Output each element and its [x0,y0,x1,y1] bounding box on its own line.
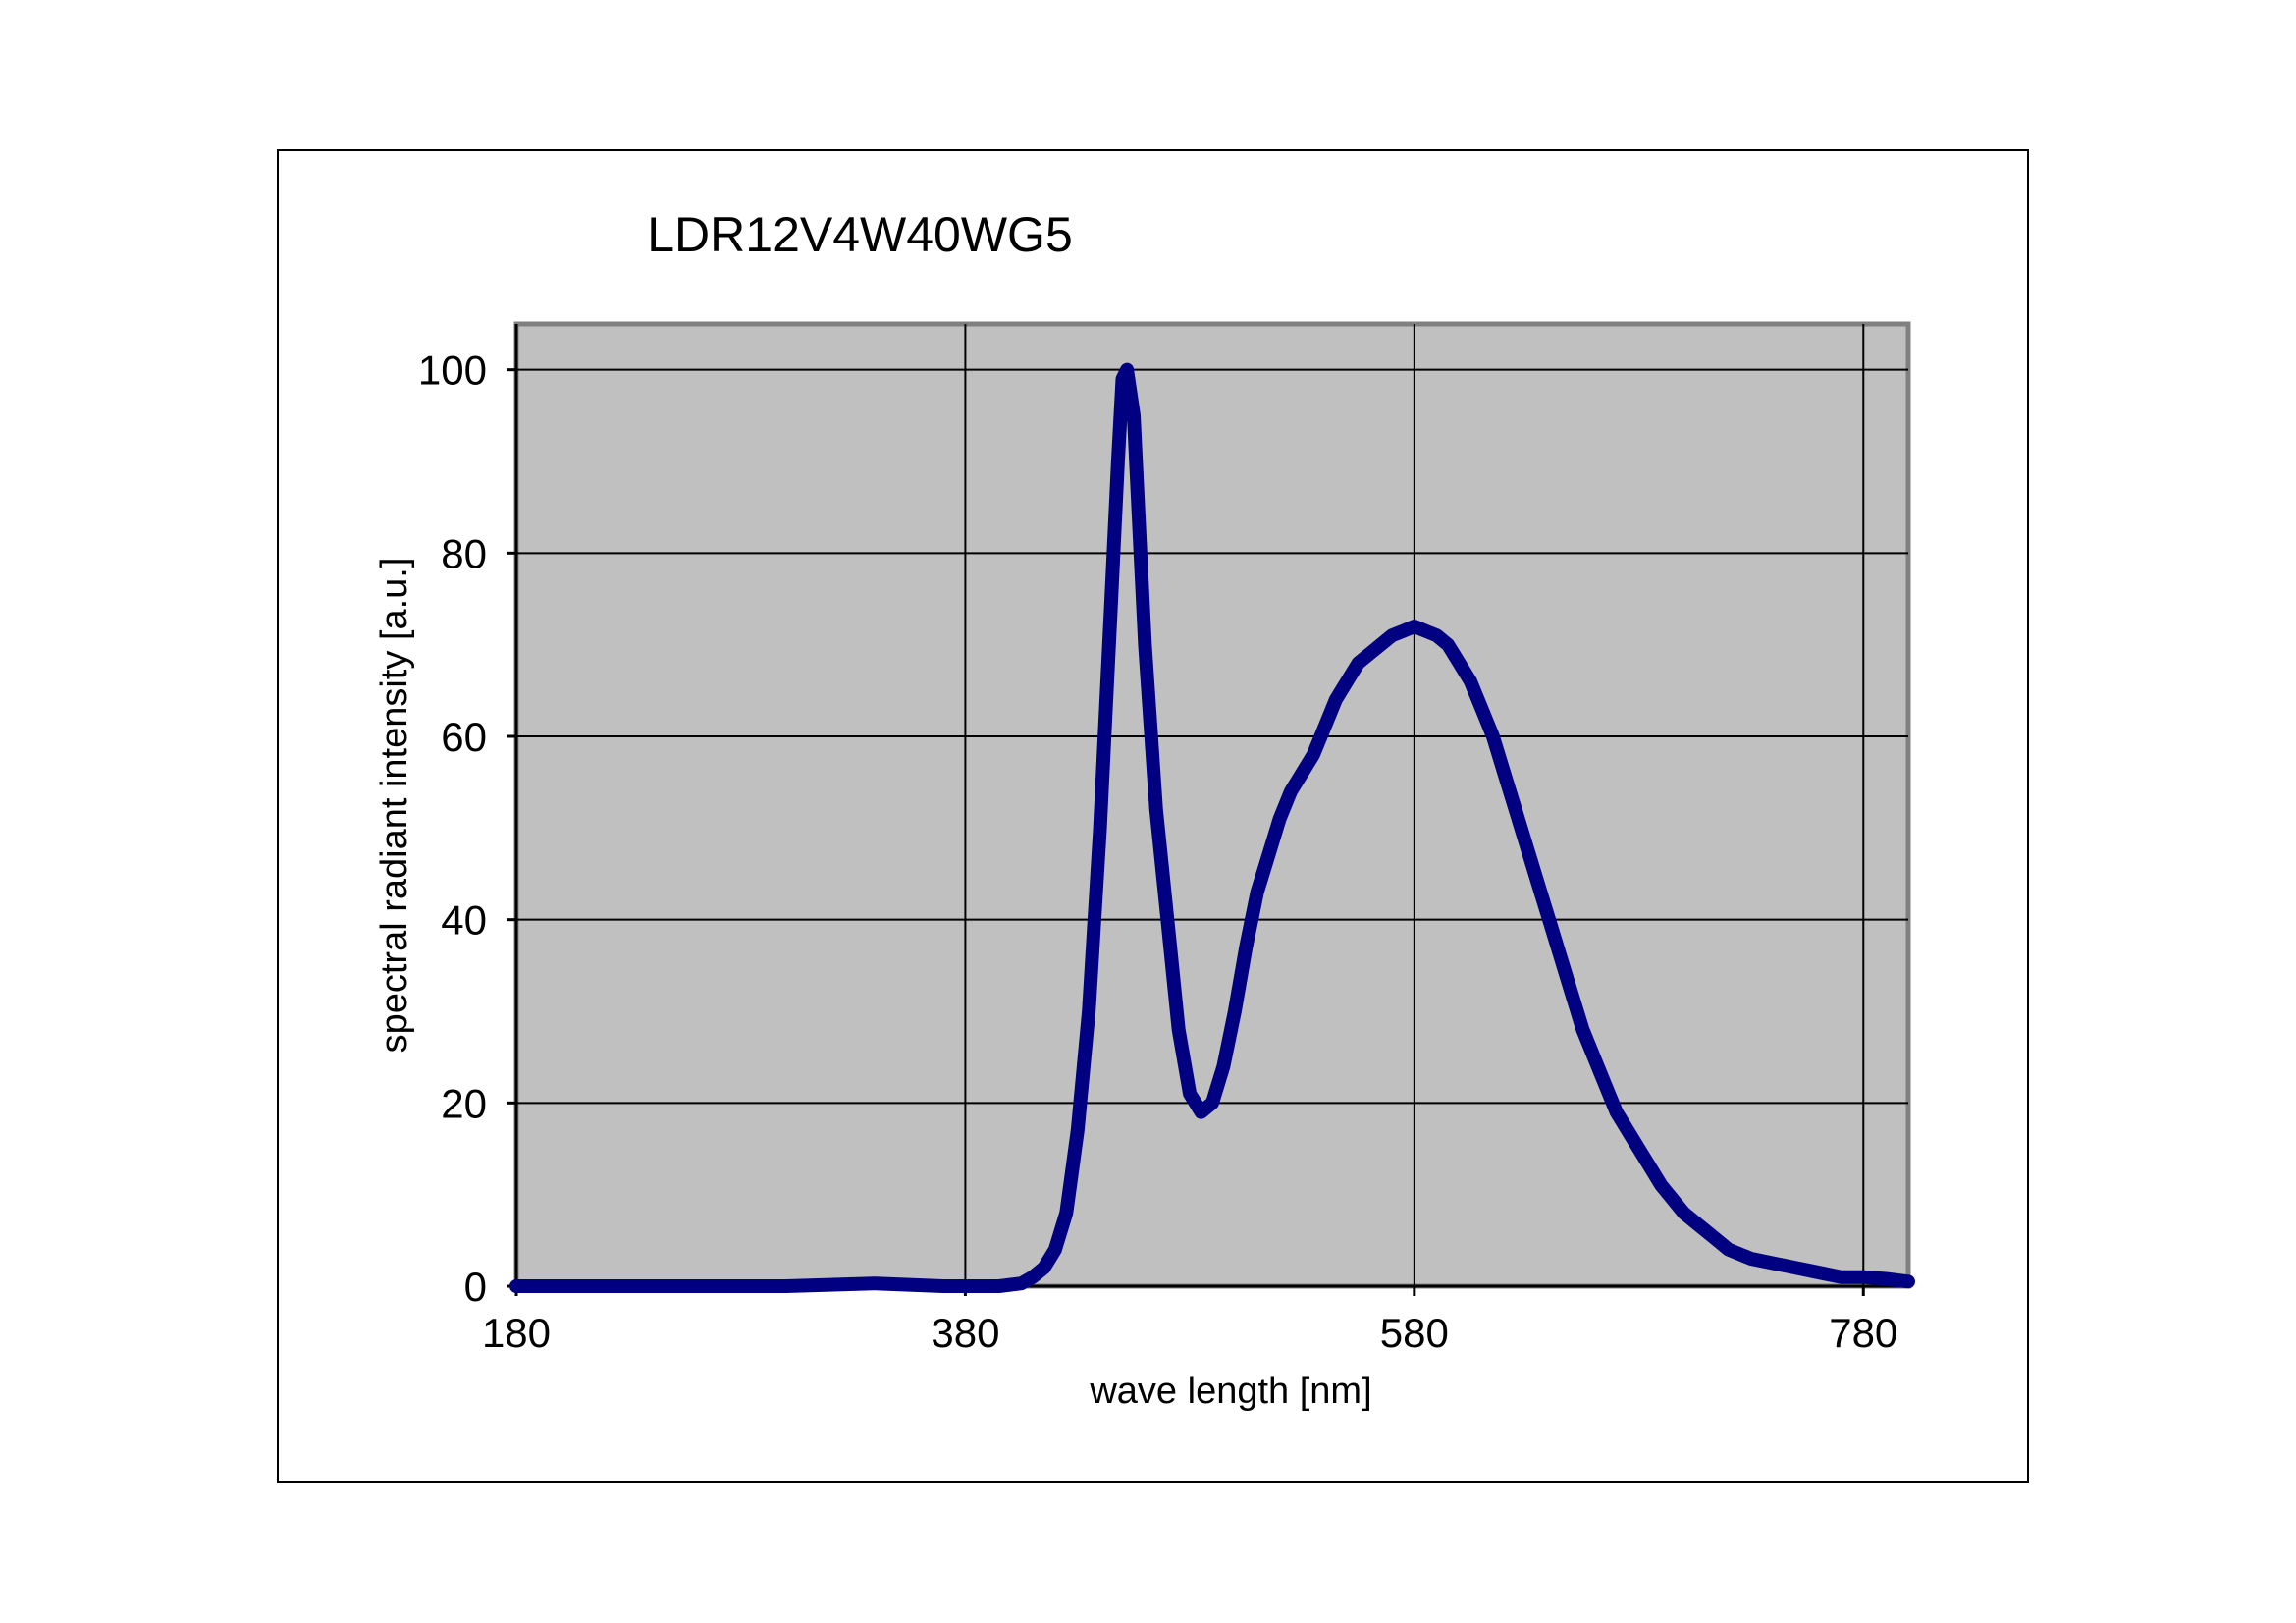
y-tick-label: 40 [441,897,487,944]
grid-lines [516,324,1908,1286]
y-axis-ticks: 0 20 40 60 80 100 [418,348,516,1310]
x-tick-label: 180 [482,1310,551,1356]
x-tick-label: 380 [931,1310,999,1356]
series-line [509,362,1915,1293]
x-axis-label: wave length [nm] [1089,1371,1371,1412]
y-axis-label: spectral radiant intensity [a.u.] [374,558,415,1054]
y-tick-label: 80 [441,530,487,576]
y-tick-label: 100 [418,348,487,394]
y-tick-label: 20 [441,1080,487,1126]
x-tick-label: 780 [1829,1310,1897,1356]
y-tick-label: 60 [441,714,487,760]
x-axis-ticks: 180 380 580 780 [482,1286,1897,1356]
x-tick-label: 580 [1380,1310,1449,1356]
chart-title: LDR12V4W40WG5 [647,207,1073,262]
plot-area [513,321,1911,1289]
chart-frame: LDR12V4W40WG5 0 20 40 60 80 100 180 380 580 780 … [277,149,2029,1483]
y-tick-label: 0 [464,1264,487,1310]
